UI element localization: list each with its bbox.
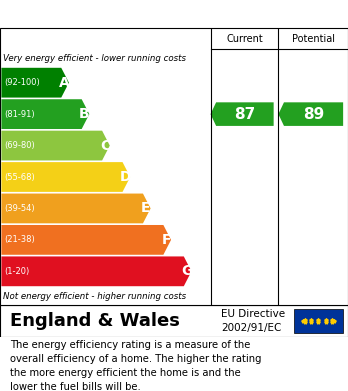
Text: D: D — [120, 170, 131, 184]
Text: B: B — [79, 107, 90, 121]
Polygon shape — [1, 194, 151, 223]
Text: F: F — [161, 233, 171, 247]
Text: 87: 87 — [234, 107, 255, 122]
Polygon shape — [1, 68, 69, 98]
Text: (1-20): (1-20) — [4, 267, 30, 276]
Text: Very energy efficient - lower running costs: Very energy efficient - lower running co… — [3, 54, 187, 63]
Polygon shape — [211, 102, 274, 126]
Text: (81-91): (81-91) — [4, 109, 35, 118]
Polygon shape — [278, 102, 343, 126]
Text: 89: 89 — [303, 107, 324, 122]
Text: (55-68): (55-68) — [4, 172, 35, 181]
Polygon shape — [1, 99, 89, 129]
Polygon shape — [1, 225, 171, 255]
Text: A: A — [59, 76, 70, 90]
Polygon shape — [1, 162, 130, 192]
Text: G: G — [181, 264, 192, 278]
Text: Current: Current — [226, 34, 263, 43]
Text: Energy Efficiency Rating: Energy Efficiency Rating — [10, 7, 232, 22]
Text: (69-80): (69-80) — [4, 141, 35, 150]
Text: E: E — [141, 201, 150, 215]
Text: Potential: Potential — [292, 34, 335, 43]
Bar — [294, 309, 343, 333]
Text: EU Directive
2002/91/EC: EU Directive 2002/91/EC — [221, 309, 285, 333]
Text: England & Wales: England & Wales — [10, 312, 180, 330]
Text: The energy efficiency rating is a measure of the
overall efficiency of a home. T: The energy efficiency rating is a measur… — [10, 340, 262, 391]
Text: (39-54): (39-54) — [4, 204, 35, 213]
Polygon shape — [1, 131, 110, 160]
Text: (21-38): (21-38) — [4, 235, 35, 244]
Polygon shape — [1, 256, 191, 286]
Text: C: C — [100, 138, 110, 152]
Text: Not energy efficient - higher running costs: Not energy efficient - higher running co… — [3, 292, 187, 301]
Text: (92-100): (92-100) — [4, 78, 40, 87]
